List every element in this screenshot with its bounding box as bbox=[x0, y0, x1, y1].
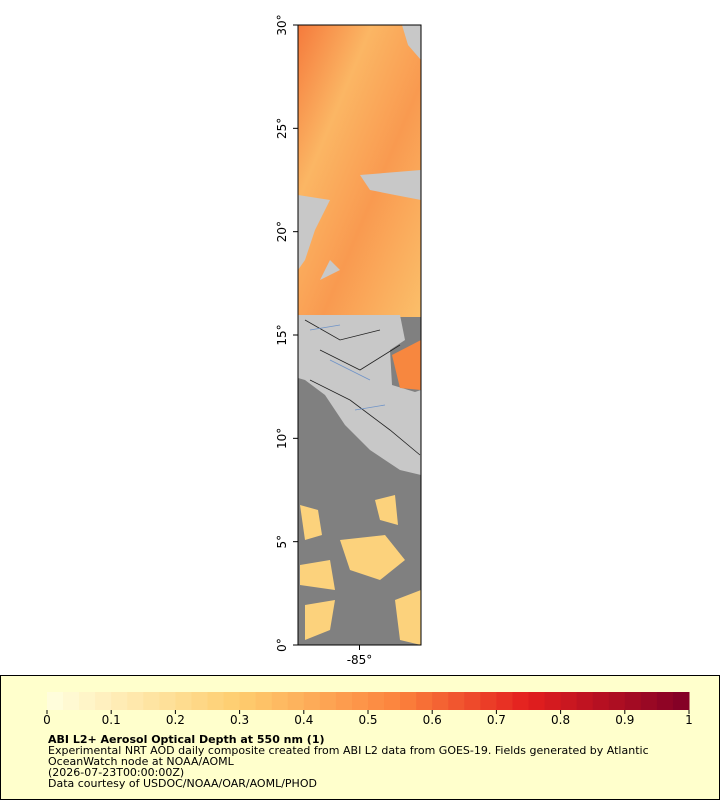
colorbar-cell bbox=[512, 692, 529, 710]
colorbar-cell bbox=[63, 692, 80, 710]
colorbar-cell bbox=[624, 692, 642, 710]
colorbar-cell bbox=[255, 692, 273, 710]
central-america bbox=[298, 315, 421, 475]
colorbar-tick-label: 0 bbox=[43, 713, 51, 727]
aerosol-field bbox=[392, 340, 421, 390]
x-tick-label: -85° bbox=[347, 653, 373, 667]
colorbar-cell bbox=[351, 692, 369, 710]
colorbar-cell bbox=[496, 692, 513, 710]
y-tick-label: 20° bbox=[275, 221, 289, 242]
legend-line: Experimental NRT AOD daily composite cre… bbox=[48, 744, 649, 757]
colorbar-tick-label: 0.5 bbox=[358, 713, 377, 727]
colorbar-cell bbox=[191, 692, 208, 710]
colorbar-tick-label: 0.3 bbox=[230, 713, 249, 727]
colorbar-cell bbox=[159, 692, 176, 710]
colorbar-tick-label: 1 bbox=[685, 713, 693, 727]
colorbar: 0 0.1 0.2 0.3 0.4 0.5 0.6 0.7 0.8 0.9 1 bbox=[43, 692, 693, 727]
colorbar-cell bbox=[239, 692, 257, 710]
colorbar-cell bbox=[640, 692, 658, 710]
y-tick-label: 15° bbox=[275, 324, 289, 345]
aerosol-patches bbox=[300, 495, 421, 645]
colorbar-cell bbox=[79, 692, 96, 710]
colorbar-cell bbox=[95, 692, 112, 710]
land bbox=[298, 195, 330, 270]
border bbox=[304, 319, 421, 456]
colorbar-cell bbox=[287, 692, 305, 710]
colorbar-cell bbox=[368, 692, 385, 710]
colorbar-cell bbox=[464, 692, 481, 710]
colorbar-tick-label: 0.6 bbox=[423, 713, 442, 727]
colorbar-cell bbox=[432, 692, 449, 710]
y-tick-label: 10° bbox=[275, 428, 289, 449]
y-tick-label: 30° bbox=[275, 14, 289, 35]
colorbar-cell bbox=[448, 692, 465, 710]
colorbar-tick-label: 0.4 bbox=[294, 713, 313, 727]
colorbar-cell bbox=[560, 692, 578, 710]
colorbar-cell bbox=[656, 692, 674, 710]
colorbar-tick-label: 0.2 bbox=[166, 713, 185, 727]
legend-title: ABI L2+ Aerosol Optical Depth at 550 nm … bbox=[48, 733, 325, 746]
colorbar-cell bbox=[143, 692, 160, 710]
colorbar-cell bbox=[480, 692, 497, 710]
colorbar-cell bbox=[223, 692, 241, 710]
colorbar-tick-label: 0.9 bbox=[615, 713, 634, 727]
colorbar-cell bbox=[400, 692, 417, 710]
colorbar-cell bbox=[672, 692, 690, 710]
colorbar-cell bbox=[207, 692, 225, 710]
legend-line: OceanWatch node at NOAA/AOML bbox=[48, 755, 235, 768]
colorbar-cell bbox=[528, 692, 546, 710]
y-tick-label: 5° bbox=[275, 535, 289, 549]
colorbar-cell bbox=[303, 692, 321, 710]
colorbar-cell bbox=[47, 692, 64, 710]
colorbar-cell bbox=[335, 692, 353, 710]
colorbar-tick-label: 0.7 bbox=[487, 713, 506, 727]
colorbar-tick-label: 0.1 bbox=[102, 713, 121, 727]
aerosol-field bbox=[298, 25, 421, 317]
colorbar-cell bbox=[544, 692, 562, 710]
colorbar-cell bbox=[127, 692, 144, 710]
legend-line: (2026-07-23T00:00:00Z) bbox=[48, 766, 184, 779]
colorbar-cell bbox=[592, 692, 610, 710]
colorbar-cell bbox=[111, 692, 128, 710]
colorbar-cell bbox=[608, 692, 626, 710]
colorbar-cell bbox=[576, 692, 594, 710]
y-tick-label: 0° bbox=[275, 638, 289, 652]
river bbox=[309, 324, 386, 411]
colorbar-cell bbox=[175, 692, 192, 710]
colorbar-cell bbox=[271, 692, 289, 710]
legend-line: Data courtesy of USDOC/NOAA/OAR/AOML/PHO… bbox=[48, 777, 317, 790]
colorbar-cell bbox=[416, 692, 433, 710]
colorbar-cell bbox=[319, 692, 337, 710]
y-tick-label: 25° bbox=[275, 118, 289, 139]
map bbox=[297, 24, 422, 646]
colorbar-tick-label: 0.8 bbox=[551, 713, 570, 727]
colorbar-cell bbox=[384, 692, 401, 710]
